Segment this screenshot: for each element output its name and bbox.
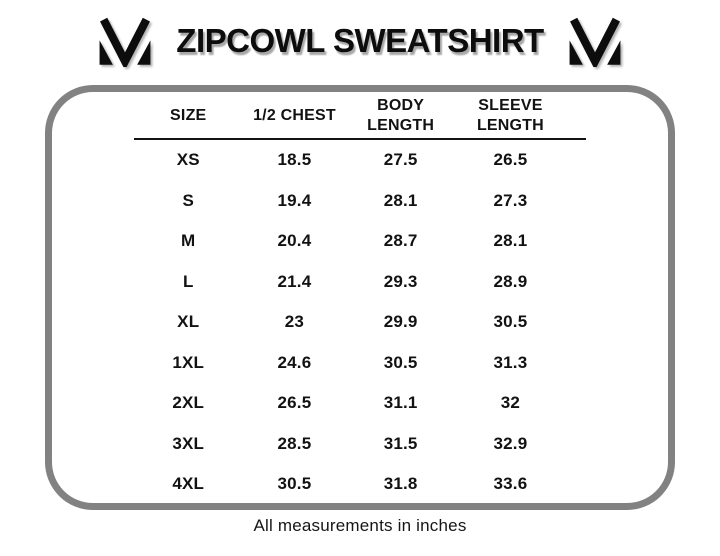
cell-size: 1XL (172, 352, 205, 372)
cell-sleeve-length: 33.6 (493, 474, 528, 494)
footer-note: All measurements in inches (253, 516, 467, 535)
brand-logo-right-icon (566, 15, 624, 67)
cell-sleeve-length: 30.5 (493, 312, 528, 332)
table-row: S 19.4 28.1 27.3 (134, 181, 586, 222)
cell-sleeve-length: 28.9 (493, 271, 528, 291)
table-header-row: SIZE 1/2 CHEST BODY LENGTH SLEEVE LENGTH (134, 96, 586, 140)
column-header-half-chest: 1/2 CHEST (253, 107, 336, 124)
column-header-body-length: BODY LENGTH (367, 97, 435, 134)
size-chart-panel: SIZE 1/2 CHEST BODY LENGTH SLEEVE LENGTH… (45, 85, 675, 510)
table-row: XL 23 29.9 30.5 (134, 302, 586, 343)
cell-half-chest: 20.4 (277, 231, 312, 251)
brand-logo-left-icon (96, 15, 154, 67)
cell-sleeve-length: 32.9 (493, 433, 528, 453)
cell-sleeve-length: 28.1 (493, 231, 528, 251)
table-row: L 21.4 29.3 28.9 (134, 262, 586, 303)
cell-size: L (182, 271, 194, 291)
cell-sleeve-length: 31.3 (493, 352, 528, 372)
cell-size: S (182, 190, 194, 210)
page-title: ZIPCOWL SWEATSHIRT (176, 22, 544, 59)
column-header-sleeve-length: SLEEVE LENGTH (476, 97, 544, 134)
cell-size: XL (177, 312, 200, 332)
cell-half-chest: 18.5 (277, 150, 312, 170)
cell-body-length: 28.7 (383, 231, 418, 251)
table-row: M 20.4 28.7 28.1 (134, 221, 586, 262)
cell-half-chest: 26.5 (277, 393, 312, 413)
cell-size: 3XL (172, 433, 205, 453)
table-row: 3XL 28.5 31.5 32.9 (134, 424, 586, 465)
cell-body-length: 31.1 (383, 393, 418, 413)
cell-body-length: 29.3 (383, 271, 418, 291)
cell-half-chest: 28.5 (277, 433, 312, 453)
cell-size: XS (176, 150, 200, 170)
cell-sleeve-length: 32 (500, 393, 521, 413)
cell-size: 4XL (172, 474, 205, 494)
cell-body-length: 31.5 (383, 433, 418, 453)
cell-size: M (181, 231, 196, 251)
cell-half-chest: 24.6 (277, 352, 312, 372)
cell-body-length: 29.9 (383, 312, 418, 332)
table-row: XS 18.5 27.5 26.5 (134, 140, 586, 181)
cell-half-chest: 23 (284, 312, 305, 332)
table-row: 1XL 24.6 30.5 31.3 (134, 343, 586, 384)
header: ZIPCOWL SWEATSHIRT (0, 0, 720, 82)
cell-half-chest: 19.4 (277, 190, 312, 210)
cell-half-chest: 21.4 (277, 271, 312, 291)
table-row: 4XL 30.5 31.8 33.6 (134, 464, 586, 505)
cell-sleeve-length: 26.5 (493, 150, 528, 170)
cell-body-length: 31.8 (383, 474, 418, 494)
table-row: 2XL 26.5 31.1 32 (134, 383, 586, 424)
size-chart-table: SIZE 1/2 CHEST BODY LENGTH SLEEVE LENGTH… (134, 96, 586, 505)
cell-half-chest: 30.5 (277, 474, 312, 494)
cell-body-length: 27.5 (383, 150, 418, 170)
cell-body-length: 30.5 (383, 352, 418, 372)
cell-body-length: 28.1 (383, 190, 418, 210)
cell-sleeve-length: 27.3 (493, 190, 528, 210)
column-header-size: SIZE (170, 107, 207, 124)
cell-size: 2XL (172, 393, 205, 413)
